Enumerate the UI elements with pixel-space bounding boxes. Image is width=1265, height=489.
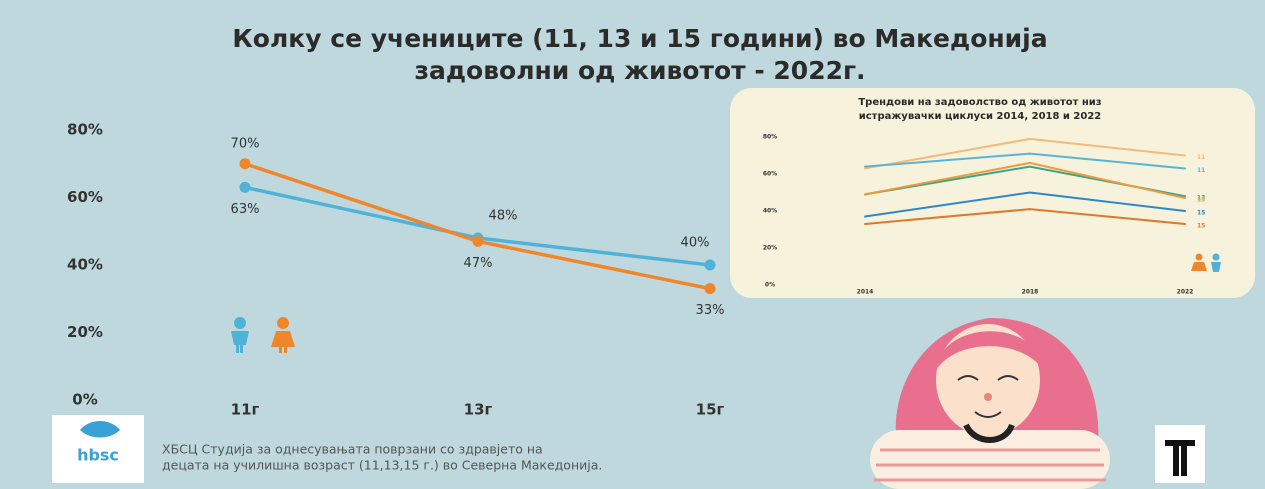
value-label: 48% [489, 209, 518, 224]
point [1029, 138, 1031, 140]
point [705, 260, 716, 271]
series-label: 11 [1197, 167, 1205, 174]
x-tick-label: 2014 [857, 289, 874, 296]
inset-title: Трендови на задоволство од животот низ [858, 97, 1101, 108]
point [240, 182, 251, 193]
point [864, 223, 866, 225]
y-tick-label: 40% [763, 208, 777, 215]
point [1029, 162, 1031, 164]
footer-text: ХБСЦ Студија за однесувањата поврзани со… [162, 442, 543, 457]
value-label: 33% [696, 303, 725, 318]
point [1184, 197, 1186, 199]
infographic: Колку се учениците (11, 13 и 15 години) … [0, 0, 1265, 489]
value-label: 40% [681, 236, 710, 251]
series-label: 11 [1197, 154, 1205, 161]
point [1184, 223, 1186, 225]
point [864, 166, 866, 168]
series-label: 15 [1197, 222, 1205, 229]
point [864, 193, 866, 195]
y-tick-label: 0% [72, 391, 97, 409]
page: Колку се учениците (11, 13 и 15 години) … [0, 0, 1265, 489]
title-line: задоволни од животот - 2022г. [414, 56, 865, 85]
point [240, 158, 251, 169]
footer-text: децата на училишна возраст (11,13,15 г.)… [162, 458, 602, 473]
y-tick-label: 60% [763, 171, 777, 178]
point [1029, 153, 1031, 155]
logo-text: hbsc [77, 446, 119, 465]
value-label: 70% [231, 136, 260, 151]
point [1184, 155, 1186, 157]
point [1029, 166, 1031, 168]
point [864, 216, 866, 218]
value-label: 63% [231, 202, 260, 217]
y-tick-label: 20% [763, 245, 777, 252]
y-tick-label: 0% [765, 282, 775, 289]
point [1029, 192, 1031, 194]
point [1184, 210, 1186, 212]
point [1184, 167, 1186, 169]
series-label: 15 [1197, 210, 1205, 217]
point [1029, 208, 1031, 210]
point [705, 283, 716, 294]
x-tick-label: 11г [231, 401, 260, 419]
title-line: Колку се учениците (11, 13 и 15 години) … [232, 24, 1047, 53]
inset-title: истражувачки циклуси 2014, 2018 и 2022 [859, 111, 1102, 122]
x-tick-label: 13г [464, 401, 493, 419]
y-tick-label: 40% [67, 256, 103, 274]
series-label: 13 [1197, 197, 1205, 204]
value-label: 47% [464, 256, 493, 271]
y-tick-label: 80% [67, 121, 103, 139]
y-tick-label: 80% [763, 134, 777, 141]
point [864, 167, 866, 169]
logo-box [1155, 425, 1205, 483]
x-tick-label: 2022 [1177, 289, 1194, 296]
x-tick-label: 2018 [1022, 289, 1039, 296]
y-tick-label: 60% [67, 188, 103, 206]
x-tick-label: 15г [696, 401, 725, 419]
point [473, 236, 484, 247]
y-tick-label: 20% [67, 323, 103, 341]
